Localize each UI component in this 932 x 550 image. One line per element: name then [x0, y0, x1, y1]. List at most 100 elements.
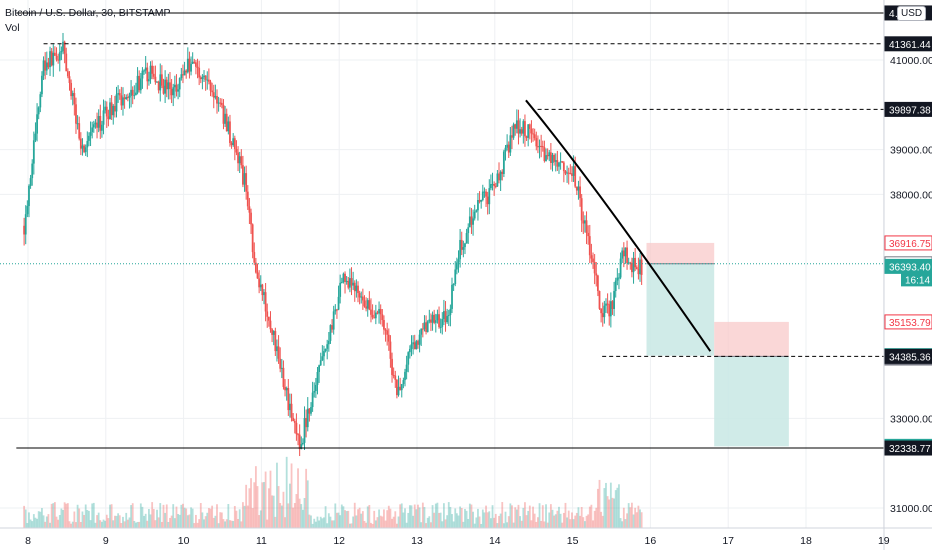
- candle-body: [350, 278, 353, 286]
- candle-body: [472, 218, 474, 225]
- candle-body: [182, 74, 184, 76]
- candle-body: [614, 280, 617, 292]
- candle-body: [572, 166, 575, 176]
- volume-bar: [478, 516, 481, 528]
- volume-bar: [50, 503, 53, 528]
- candle-body: [272, 331, 275, 335]
- candle-body: [101, 124, 103, 131]
- candle-body: [371, 314, 374, 318]
- volume-bar: [525, 515, 528, 528]
- volume-bar: [473, 523, 476, 528]
- x-tick-label: 15: [567, 535, 579, 547]
- candle-body: [498, 173, 500, 181]
- candle-body: [151, 65, 154, 74]
- candle-body: [130, 89, 132, 96]
- volume-bar: [339, 515, 342, 528]
- volume-bar: [334, 503, 337, 528]
- volume-bar: [371, 523, 374, 528]
- volume-bar: [104, 520, 107, 528]
- volume-bar: [44, 521, 47, 528]
- candle-body: [199, 77, 202, 80]
- candle-body: [525, 136, 528, 138]
- volume-bar: [55, 516, 58, 528]
- candle-body: [434, 320, 437, 323]
- volume-bar: [240, 521, 243, 528]
- candle-body: [577, 186, 580, 191]
- volume-bar: [128, 517, 131, 528]
- volume-bar: [627, 503, 630, 528]
- candle-body: [195, 62, 197, 67]
- volume-bar: [264, 471, 267, 528]
- volume-bar: [549, 504, 552, 528]
- volume-bar: [540, 520, 543, 528]
- volume-bar: [217, 523, 220, 528]
- volume-bar: [139, 503, 142, 528]
- candle-body: [515, 120, 518, 129]
- candle-body: [342, 273, 345, 283]
- candle-body: [159, 74, 162, 91]
- volume-bar: [493, 517, 496, 528]
- candle-body: [549, 152, 552, 163]
- volume-bar: [370, 522, 372, 528]
- candle-body: [635, 267, 638, 270]
- volume-bar: [66, 503, 69, 528]
- volume-bar: [425, 523, 427, 528]
- position-zones[interactable]: [646, 242, 789, 447]
- volume-bar: [204, 516, 207, 528]
- candle-body: [57, 59, 60, 61]
- candle-body: [253, 252, 256, 263]
- candle-body: [457, 259, 460, 263]
- candle-body: [405, 364, 408, 372]
- candle-body: [68, 76, 71, 83]
- volume-bar: [506, 522, 509, 528]
- volume-bar: [374, 520, 377, 528]
- candle-body: [506, 144, 509, 148]
- volume-bar: [183, 507, 186, 528]
- candle-body: [214, 95, 217, 98]
- candle-body: [639, 259, 641, 275]
- volume-bar: [229, 520, 231, 528]
- volume-bar: [151, 502, 154, 528]
- candle-body: [258, 278, 261, 288]
- volume-bar: [626, 513, 628, 528]
- volume-bar: [49, 522, 51, 528]
- trend-curve[interactable]: [525, 99, 712, 352]
- x-tick-label: 8: [25, 535, 31, 547]
- volume-bar: [522, 507, 525, 528]
- volume-bar: [101, 521, 103, 528]
- volume-bar: [280, 505, 283, 528]
- candle-body: [201, 77, 204, 80]
- volume-bar: [235, 510, 238, 528]
- candle-body: [229, 121, 231, 143]
- y-tick-label: 38000.00: [890, 189, 932, 201]
- candle-body: [36, 114, 38, 134]
- candle-body: [154, 76, 157, 83]
- volume-bar: [603, 488, 606, 528]
- volume-bar: [365, 522, 368, 528]
- volume-bar: [89, 520, 92, 528]
- volume-bar: [206, 512, 209, 528]
- volume-bar: [342, 506, 345, 528]
- candle-body: [71, 93, 74, 97]
- currency-button[interactable]: USD: [897, 6, 927, 21]
- candle-body: [584, 220, 586, 224]
- volume-bar: [135, 522, 137, 528]
- candle-body: [425, 322, 427, 332]
- volume-bar: [564, 502, 567, 528]
- candle-body: [271, 329, 273, 335]
- volume-bar: [457, 515, 460, 528]
- candle-body: [522, 121, 525, 134]
- volume-bar: [126, 519, 129, 528]
- volume-bar: [316, 516, 319, 528]
- candle-body: [558, 162, 560, 167]
- volume-bar: [306, 480, 309, 528]
- volume-bar: [488, 511, 491, 528]
- volume-bar: [558, 506, 560, 528]
- x-tick-label: 17: [722, 535, 734, 547]
- candle-body: [313, 391, 316, 393]
- volume-bar: [443, 503, 445, 528]
- volume-bar: [524, 502, 526, 528]
- horizontal-levels[interactable]: [0, 12, 884, 449]
